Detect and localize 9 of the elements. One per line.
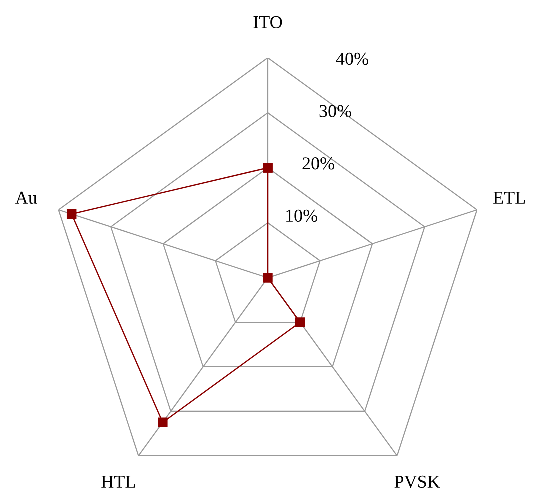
spoke-label: PVSK (394, 476, 440, 488)
y-tick-label: 10% (286, 210, 318, 222)
spoke-label: Au (16, 192, 38, 204)
y-tick-label: 40% (336, 52, 368, 66)
spoke-label: ETL (494, 192, 526, 204)
spoke-label: HTL (102, 476, 136, 488)
y-tick-label: 30% (320, 105, 352, 118)
y-tick-label: 20% (302, 158, 334, 170)
spoke-label: ITO (254, 16, 282, 28)
